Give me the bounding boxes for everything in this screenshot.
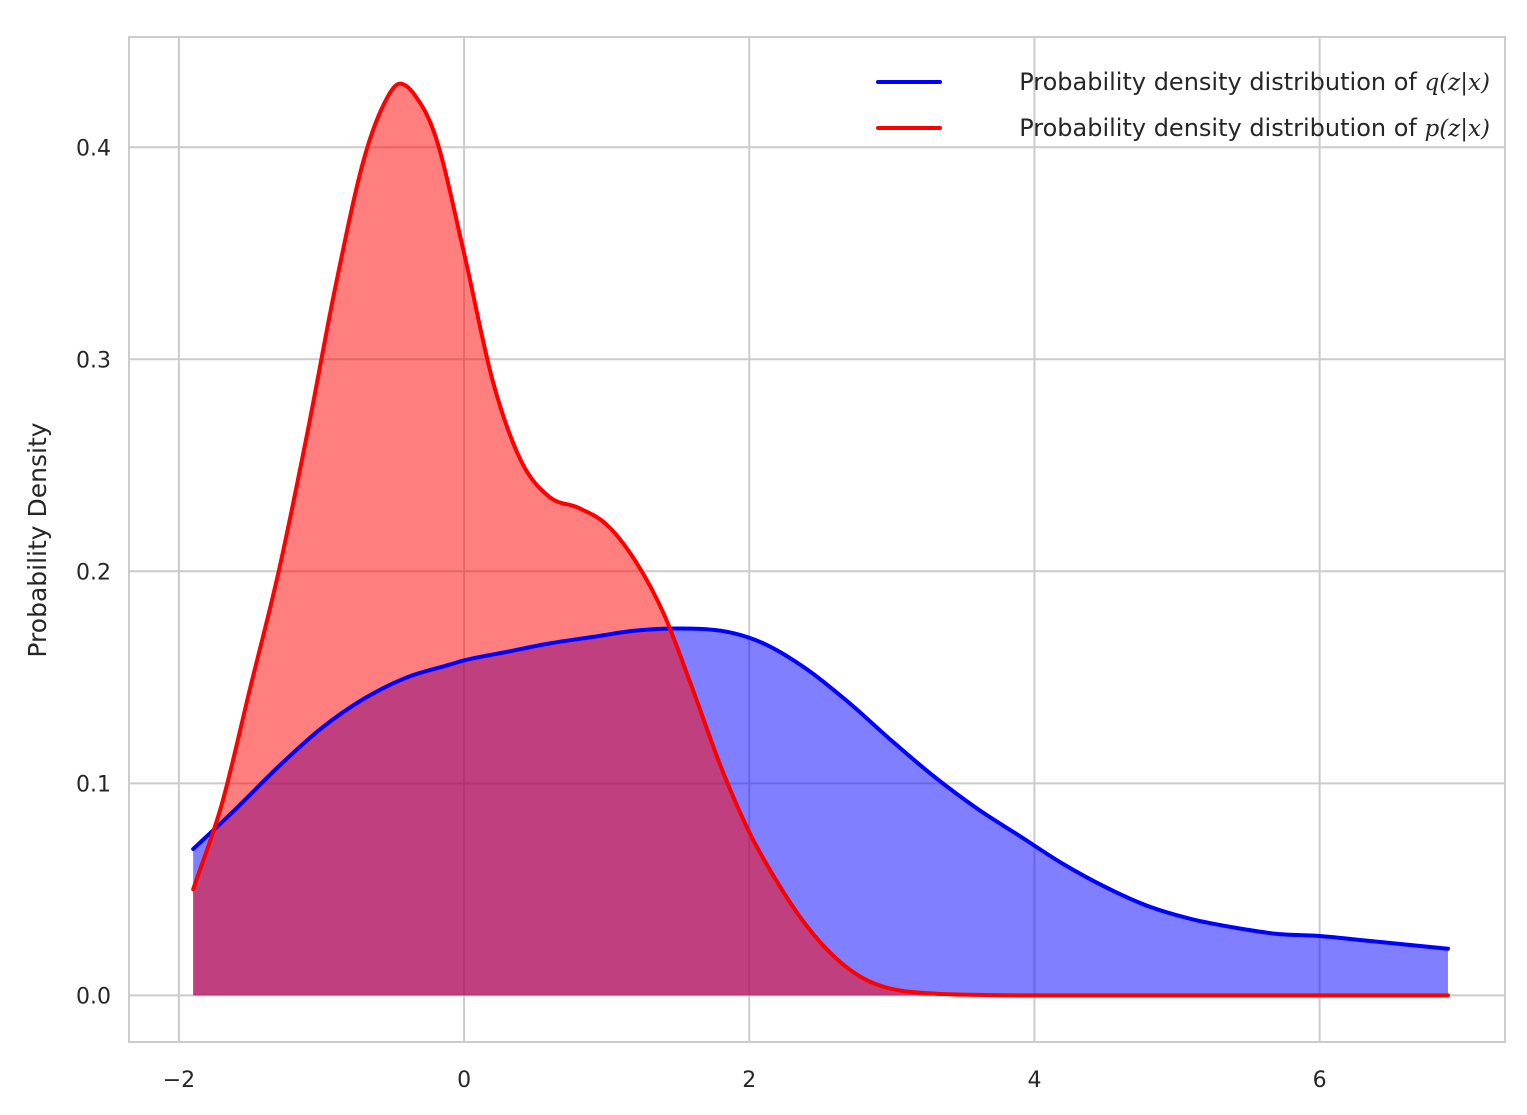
y-axis-label: Probability Density <box>23 422 52 657</box>
legend-label-1: Probability density distribution of q(z|… <box>1019 68 1490 96</box>
x-tick-label: −2 <box>163 1068 195 1093</box>
y-tick-labels: 0.0 0.1 0.2 0.3 0.4 <box>76 136 111 1009</box>
x-tick-labels: −2 0 2 4 6 <box>163 1068 1327 1093</box>
series-1-line <box>191 626 1450 951</box>
x-tick-label: 0 <box>457 1068 471 1093</box>
plot-frame <box>128 36 1506 1043</box>
x-tick-label: 6 <box>1313 1068 1327 1093</box>
y-tick-label: 0.0 <box>76 984 111 1009</box>
y-tick-label: 0.4 <box>76 136 111 161</box>
x-tick-label: 2 <box>742 1068 756 1093</box>
series-lines <box>191 81 1450 998</box>
legend: Probability density distribution of q(z|… <box>876 68 1490 142</box>
y-tick-label: 0.3 <box>76 348 111 373</box>
series-areas <box>193 83 1448 996</box>
x-tick-label: 4 <box>1027 1068 1041 1093</box>
legend-label-2: Probability density distribution of p(z|… <box>1019 114 1490 142</box>
series-2-line <box>191 81 1450 998</box>
y-tick-label: 0.1 <box>76 772 111 797</box>
y-tick-label: 0.2 <box>76 560 111 585</box>
series-2-area <box>193 83 1448 996</box>
